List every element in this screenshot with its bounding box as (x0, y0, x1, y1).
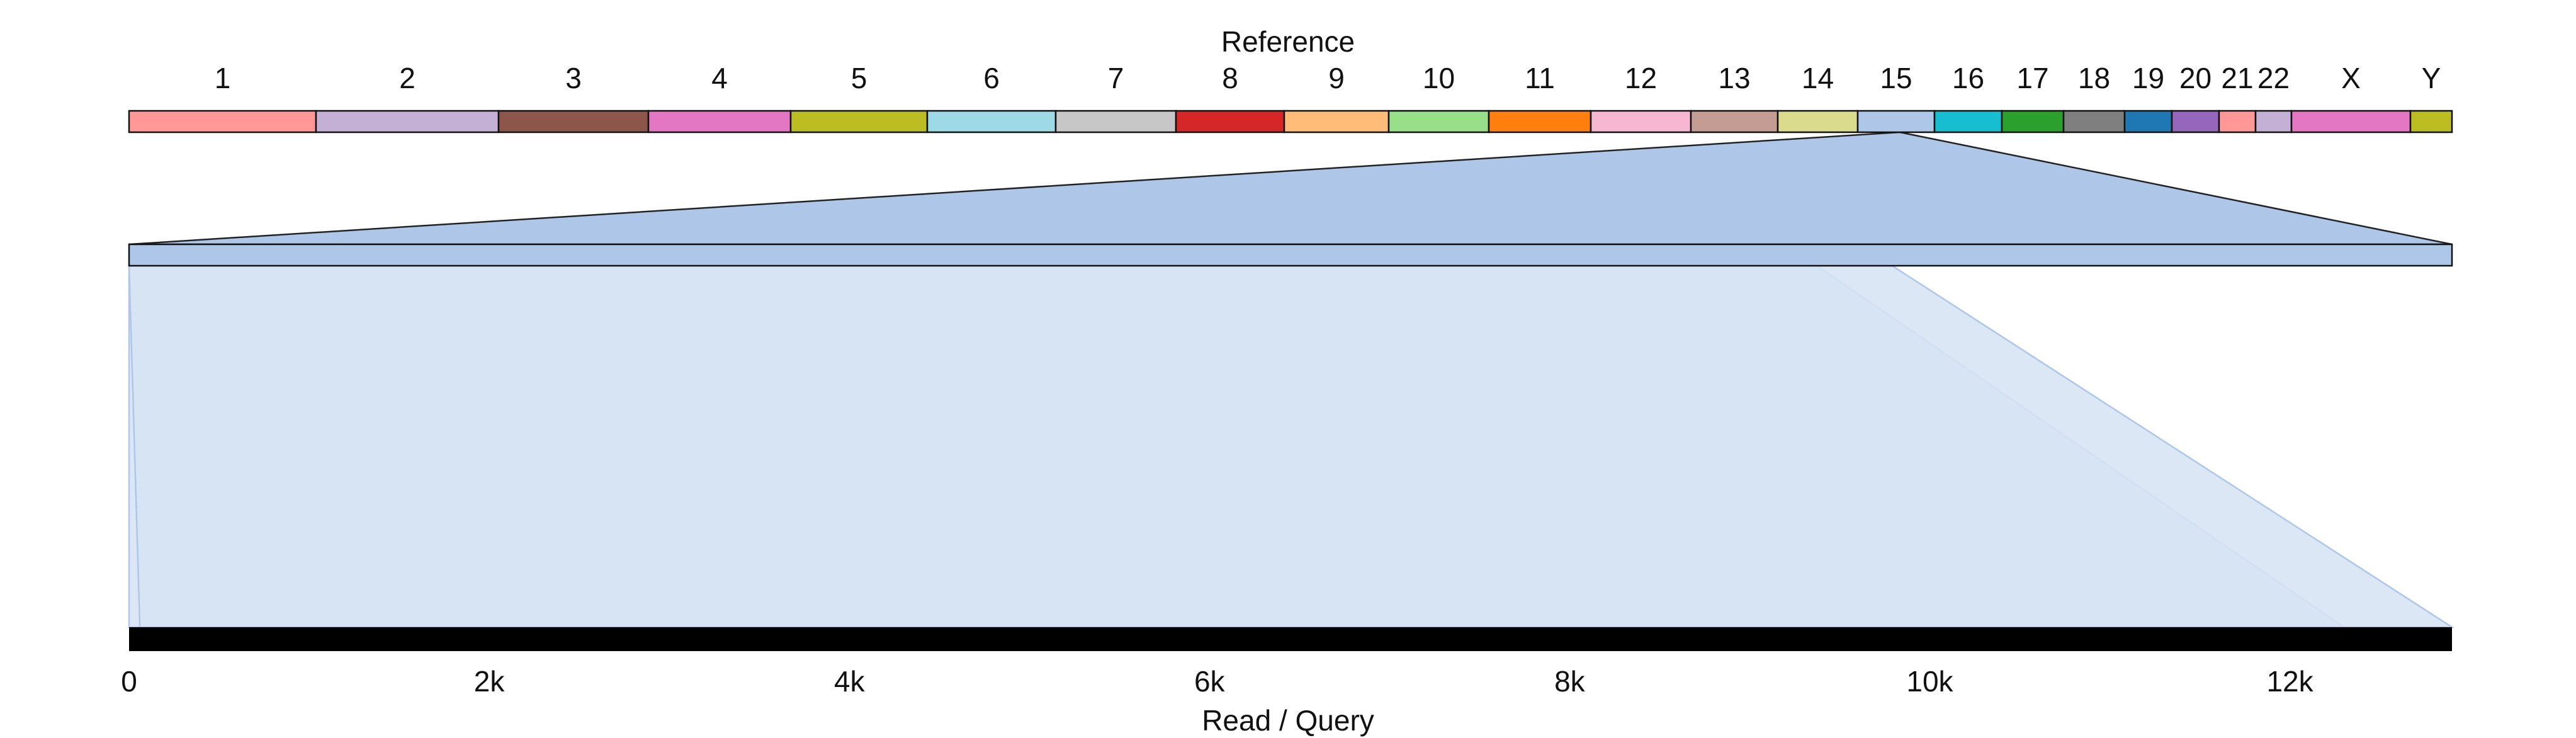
chromosome-21-segment[interactable] (2218, 110, 2257, 133)
chromosome-17-segment[interactable] (2001, 110, 2065, 133)
chromosome-13-label: 13 (1718, 62, 1750, 94)
chromosome-y-segment[interactable] (2409, 110, 2453, 133)
chromosome-3-segment[interactable] (497, 110, 650, 133)
chromosome-10-label: 10 (1423, 62, 1455, 94)
chromosome-1-segment[interactable] (128, 110, 317, 133)
chromosome-x-label: X (2341, 62, 2361, 94)
chromosome-14-label: 14 (1802, 62, 1834, 94)
chromosome-20-segment[interactable] (2171, 110, 2220, 133)
zoom-projection (128, 131, 2453, 246)
query-tick-label: 8k (1554, 665, 1586, 698)
zoomed-chromosome-15[interactable] (128, 243, 2453, 267)
chromosome-18-label: 18 (2078, 62, 2110, 94)
chromosome-7-segment[interactable] (1054, 110, 1177, 133)
chromosome-2-segment[interactable] (315, 110, 500, 133)
chromosome-19-label: 19 (2132, 62, 2164, 94)
chromosome-11-label: 11 (1525, 62, 1555, 94)
query-tick-label: 10k (1906, 665, 1953, 698)
chromosome-12-segment[interactable] (1590, 110, 1692, 133)
chromosome-21-label: 21 (2221, 62, 2253, 94)
zoom-wedge (128, 131, 2453, 246)
chromosome-1-label: 1 (215, 62, 231, 94)
reference-title: Reference (1221, 25, 1355, 58)
query-bar-group (129, 627, 2452, 651)
chromosome-5-label: 5 (851, 62, 867, 94)
chromosome-12-label: 12 (1625, 62, 1657, 94)
chromosome-2-label: 2 (399, 62, 415, 94)
query-bar[interactable] (129, 627, 2452, 651)
query-axis-title: Read / Query (1202, 704, 1374, 737)
chromosome-10-segment[interactable] (1387, 110, 1490, 133)
chromosome-15-label: 15 (1880, 62, 1912, 94)
chromosome-6-segment[interactable] (926, 110, 1057, 133)
chromosome-labels: 1 2 3 4 5 6 7 8 9 10 11 12 13 14 15 16 17 18 19 20 21 22 X Y (215, 62, 2441, 94)
chromosome-15-segment[interactable] (1856, 110, 1936, 133)
chromosome-8-segment[interactable] (1175, 110, 1285, 133)
query-tick-label: 4k (834, 665, 866, 698)
chromosome-bar (128, 110, 2453, 133)
chromosome-20-label: 20 (2179, 62, 2212, 94)
query-tick-label: 12k (2266, 665, 2313, 698)
chromosome-18-segment[interactable] (2062, 110, 2126, 133)
query-tick-label: 0 (121, 665, 137, 698)
chromosome-13-segment[interactable] (1690, 110, 1779, 133)
chromosome-x-segment[interactable] (2290, 110, 2412, 133)
chromosome-7-label: 7 (1108, 62, 1124, 94)
zoomed-chromosome-bar (128, 243, 2453, 267)
alignment-layer (128, 264, 2455, 628)
chromosome-4-label: 4 (711, 62, 728, 94)
chromosome-9-label: 9 (1328, 62, 1345, 94)
chromosome-16-label: 16 (1952, 62, 1984, 94)
chromosome-22-segment[interactable] (2254, 110, 2293, 133)
chromosome-11-segment[interactable] (1488, 110, 1592, 133)
chromosome-9-segment[interactable] (1283, 110, 1390, 133)
chromosome-17-label: 17 (2016, 62, 2048, 94)
chromosome-22-label: 22 (2257, 62, 2290, 94)
chromosome-5-segment[interactable] (789, 110, 929, 133)
chromosome-3-label: 3 (565, 62, 582, 94)
chromosome-14-segment[interactable] (1777, 110, 1859, 133)
chromosome-4-segment[interactable] (647, 110, 792, 133)
chromosome-19-segment[interactable] (2123, 110, 2173, 133)
chromosome-6-label: 6 (983, 62, 1000, 94)
query-tick-label: 2k (474, 665, 506, 698)
chromosome-y-label: Y (2422, 62, 2441, 94)
chromosome-8-label: 8 (1222, 62, 1238, 94)
alignment-2[interactable] (128, 264, 2455, 628)
query-axis-ticks: 0 2k 4k 6k 8k 10k 12k (121, 665, 2313, 698)
query-tick-label: 6k (1194, 665, 1226, 698)
chromosome-16-segment[interactable] (1933, 110, 2003, 133)
